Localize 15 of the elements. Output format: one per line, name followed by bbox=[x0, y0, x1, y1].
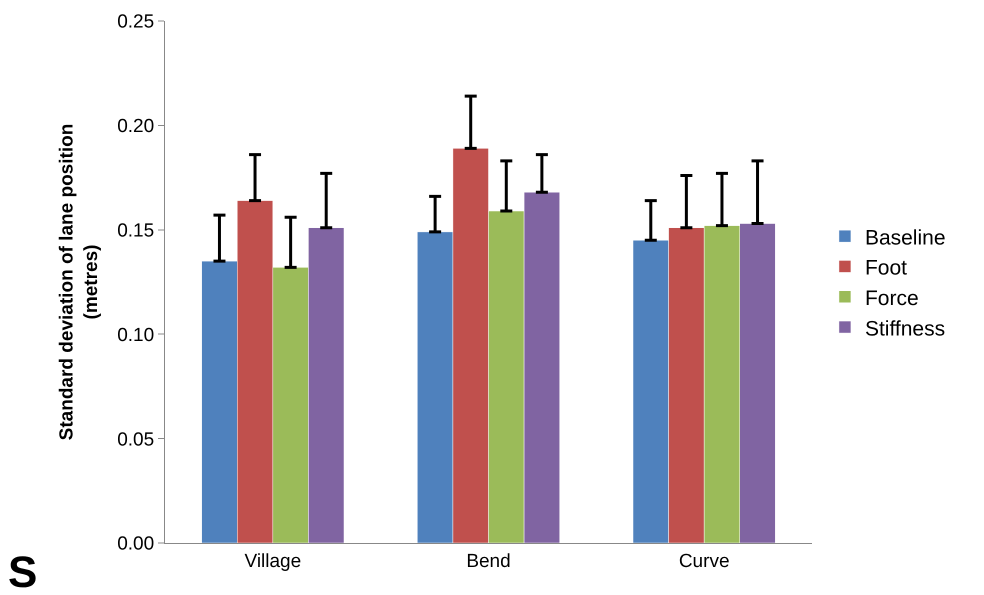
y-tick-label: 0.15 bbox=[117, 220, 154, 242]
y-axis-title: Standard deviation of lane position (metres) bbox=[56, 124, 102, 440]
x-tick-label: Curve bbox=[678, 550, 730, 572]
y-tick-label: 0.05 bbox=[117, 429, 154, 450]
legend-label: Stiffness bbox=[864, 317, 946, 340]
legend-label: Force bbox=[864, 286, 919, 310]
y-tick-label: 0.20 bbox=[117, 116, 154, 138]
x-tick-label: Bend bbox=[466, 550, 511, 572]
y-tick-label: 0.10 bbox=[117, 324, 154, 346]
legend-label: Foot bbox=[864, 256, 908, 280]
x-tick-label: Village bbox=[244, 550, 302, 572]
text: S bbox=[8, 548, 38, 595]
legend-label: Baseline bbox=[864, 226, 946, 250]
y-tick-label: 0.25 bbox=[117, 12, 154, 33]
y-tick-label: 0.00 bbox=[117, 534, 154, 555]
